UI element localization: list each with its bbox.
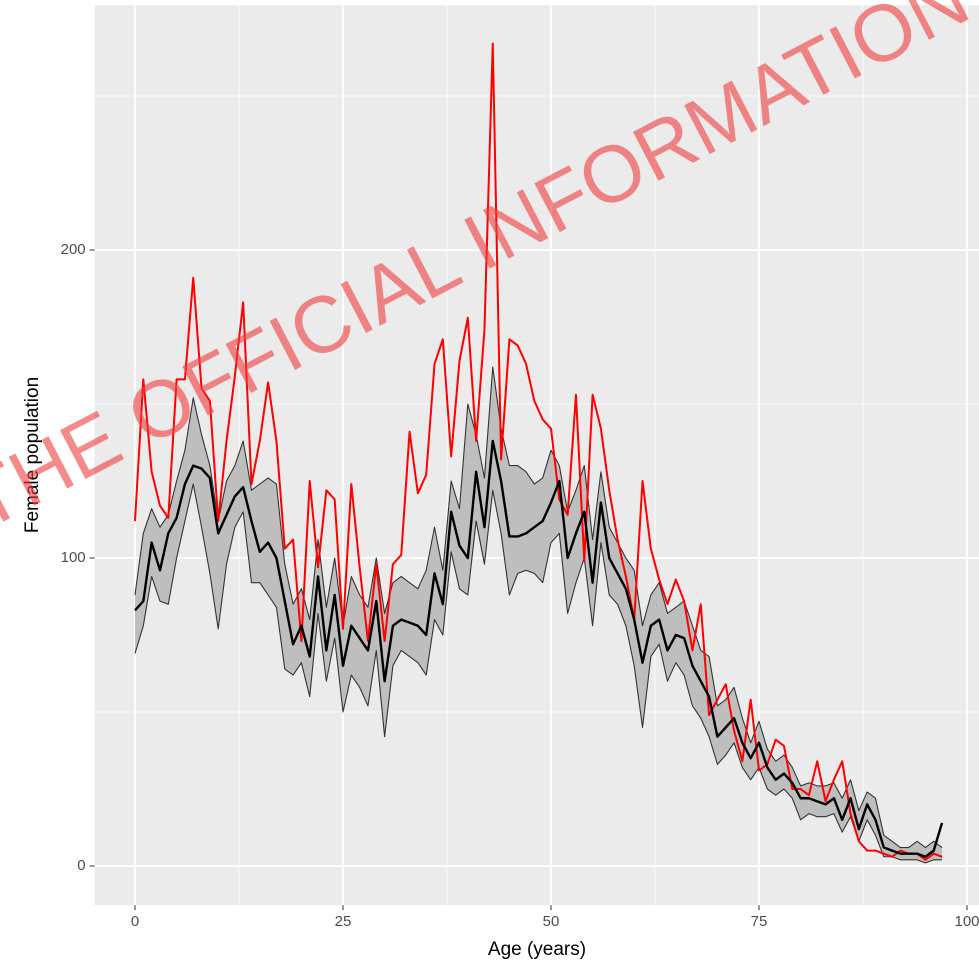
plot-panel [94, 5, 979, 906]
x-tick-label: 75 [751, 913, 768, 930]
series-line [134, 42, 943, 861]
x-axis-title: Age (years) [488, 939, 586, 960]
y-tick-label: 100 [61, 549, 86, 566]
y-tick-label: 0 [77, 857, 85, 874]
y-axis-title: Female population [22, 377, 43, 533]
x-tick-label: 0 [131, 913, 139, 930]
band-upper [134, 366, 943, 849]
x-tick-label: 25 [335, 913, 352, 930]
x-tick-label: 50 [543, 913, 560, 930]
y-tick-label: 200 [61, 241, 86, 258]
band-lower [134, 483, 943, 864]
series-line [134, 439, 944, 858]
plot-area [134, 42, 944, 864]
x-tick-label: 100 [954, 913, 979, 930]
